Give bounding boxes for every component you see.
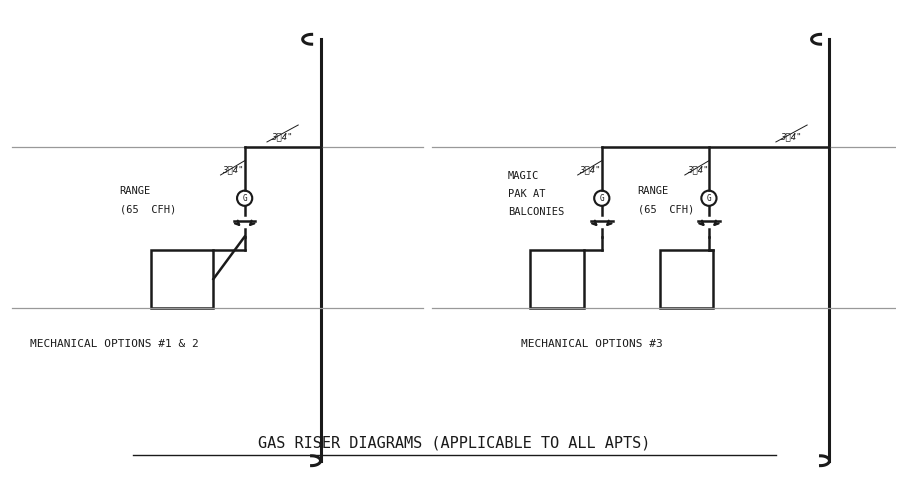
Text: G: G bbox=[599, 194, 604, 203]
Text: MECHANICAL OPTIONS #3: MECHANICAL OPTIONS #3 bbox=[521, 340, 663, 349]
Text: BALCONIES: BALCONIES bbox=[508, 207, 564, 217]
Text: 3⁄4": 3⁄4" bbox=[780, 132, 802, 141]
Text: MAGIC: MAGIC bbox=[508, 171, 539, 181]
Text: 3⁄4": 3⁄4" bbox=[222, 165, 244, 174]
Text: MECHANICAL OPTIONS #1 & 2: MECHANICAL OPTIONS #1 & 2 bbox=[31, 340, 199, 349]
Bar bbox=[151, 250, 213, 308]
Text: PAK AT: PAK AT bbox=[508, 189, 545, 199]
Text: G: G bbox=[706, 194, 711, 203]
Text: 3⁄4": 3⁄4" bbox=[580, 165, 601, 174]
Text: RANGE: RANGE bbox=[120, 186, 151, 196]
Text: 3⁄4": 3⁄4" bbox=[687, 165, 708, 174]
Text: (65  CFH): (65 CFH) bbox=[120, 204, 176, 214]
Bar bbox=[660, 250, 714, 308]
Text: 3⁄4": 3⁄4" bbox=[272, 132, 292, 141]
Bar bbox=[530, 250, 584, 308]
Text: RANGE: RANGE bbox=[637, 186, 669, 196]
Text: (65  CFH): (65 CFH) bbox=[637, 204, 694, 214]
Text: G: G bbox=[242, 194, 247, 203]
Text: GAS RISER DIAGRAMS (APPLICABLE TO ALL APTS): GAS RISER DIAGRAMS (APPLICABLE TO ALL AP… bbox=[258, 436, 651, 451]
